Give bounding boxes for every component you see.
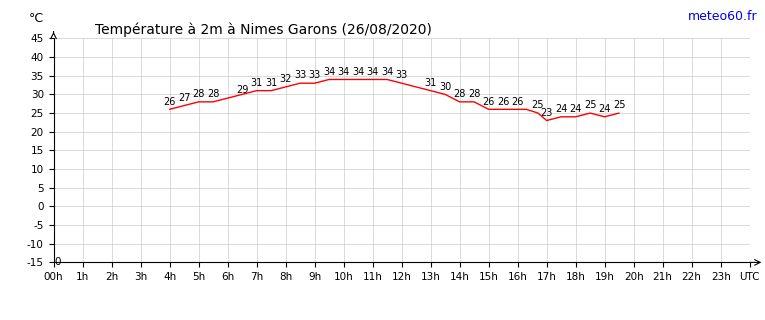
Text: 24: 24 xyxy=(569,104,582,114)
Text: meteo60.fr: meteo60.fr xyxy=(688,10,757,23)
Text: 33: 33 xyxy=(308,70,321,80)
Text: 33: 33 xyxy=(396,70,408,80)
Text: 32: 32 xyxy=(279,74,291,84)
Text: Température à 2m à Nimes Garons (26/08/2020): Température à 2m à Nimes Garons (26/08/2… xyxy=(96,23,432,37)
Text: °C: °C xyxy=(28,12,44,25)
Text: 26: 26 xyxy=(497,97,509,107)
Text: 27: 27 xyxy=(177,93,190,103)
Text: 25: 25 xyxy=(584,100,597,110)
Text: 29: 29 xyxy=(236,85,249,95)
Text: 34: 34 xyxy=(323,67,335,77)
Text: 25: 25 xyxy=(532,100,544,110)
Text: 28: 28 xyxy=(468,89,480,99)
Text: 25: 25 xyxy=(613,100,626,110)
Text: 30: 30 xyxy=(439,82,451,92)
Text: 26: 26 xyxy=(483,97,495,107)
Text: 24: 24 xyxy=(598,104,611,114)
Text: 28: 28 xyxy=(207,89,220,99)
Text: 0: 0 xyxy=(54,257,60,268)
Text: 31: 31 xyxy=(250,78,262,88)
Text: 28: 28 xyxy=(454,89,466,99)
Text: 34: 34 xyxy=(366,67,379,77)
Text: 26: 26 xyxy=(512,97,524,107)
Text: 28: 28 xyxy=(192,89,205,99)
Text: 34: 34 xyxy=(352,67,364,77)
Text: 31: 31 xyxy=(425,78,437,88)
Text: 23: 23 xyxy=(540,108,553,118)
Text: 33: 33 xyxy=(294,70,306,80)
Text: 24: 24 xyxy=(555,104,568,114)
Text: 26: 26 xyxy=(164,97,176,107)
Text: 34: 34 xyxy=(337,67,350,77)
Text: 31: 31 xyxy=(265,78,277,88)
Text: 34: 34 xyxy=(381,67,393,77)
